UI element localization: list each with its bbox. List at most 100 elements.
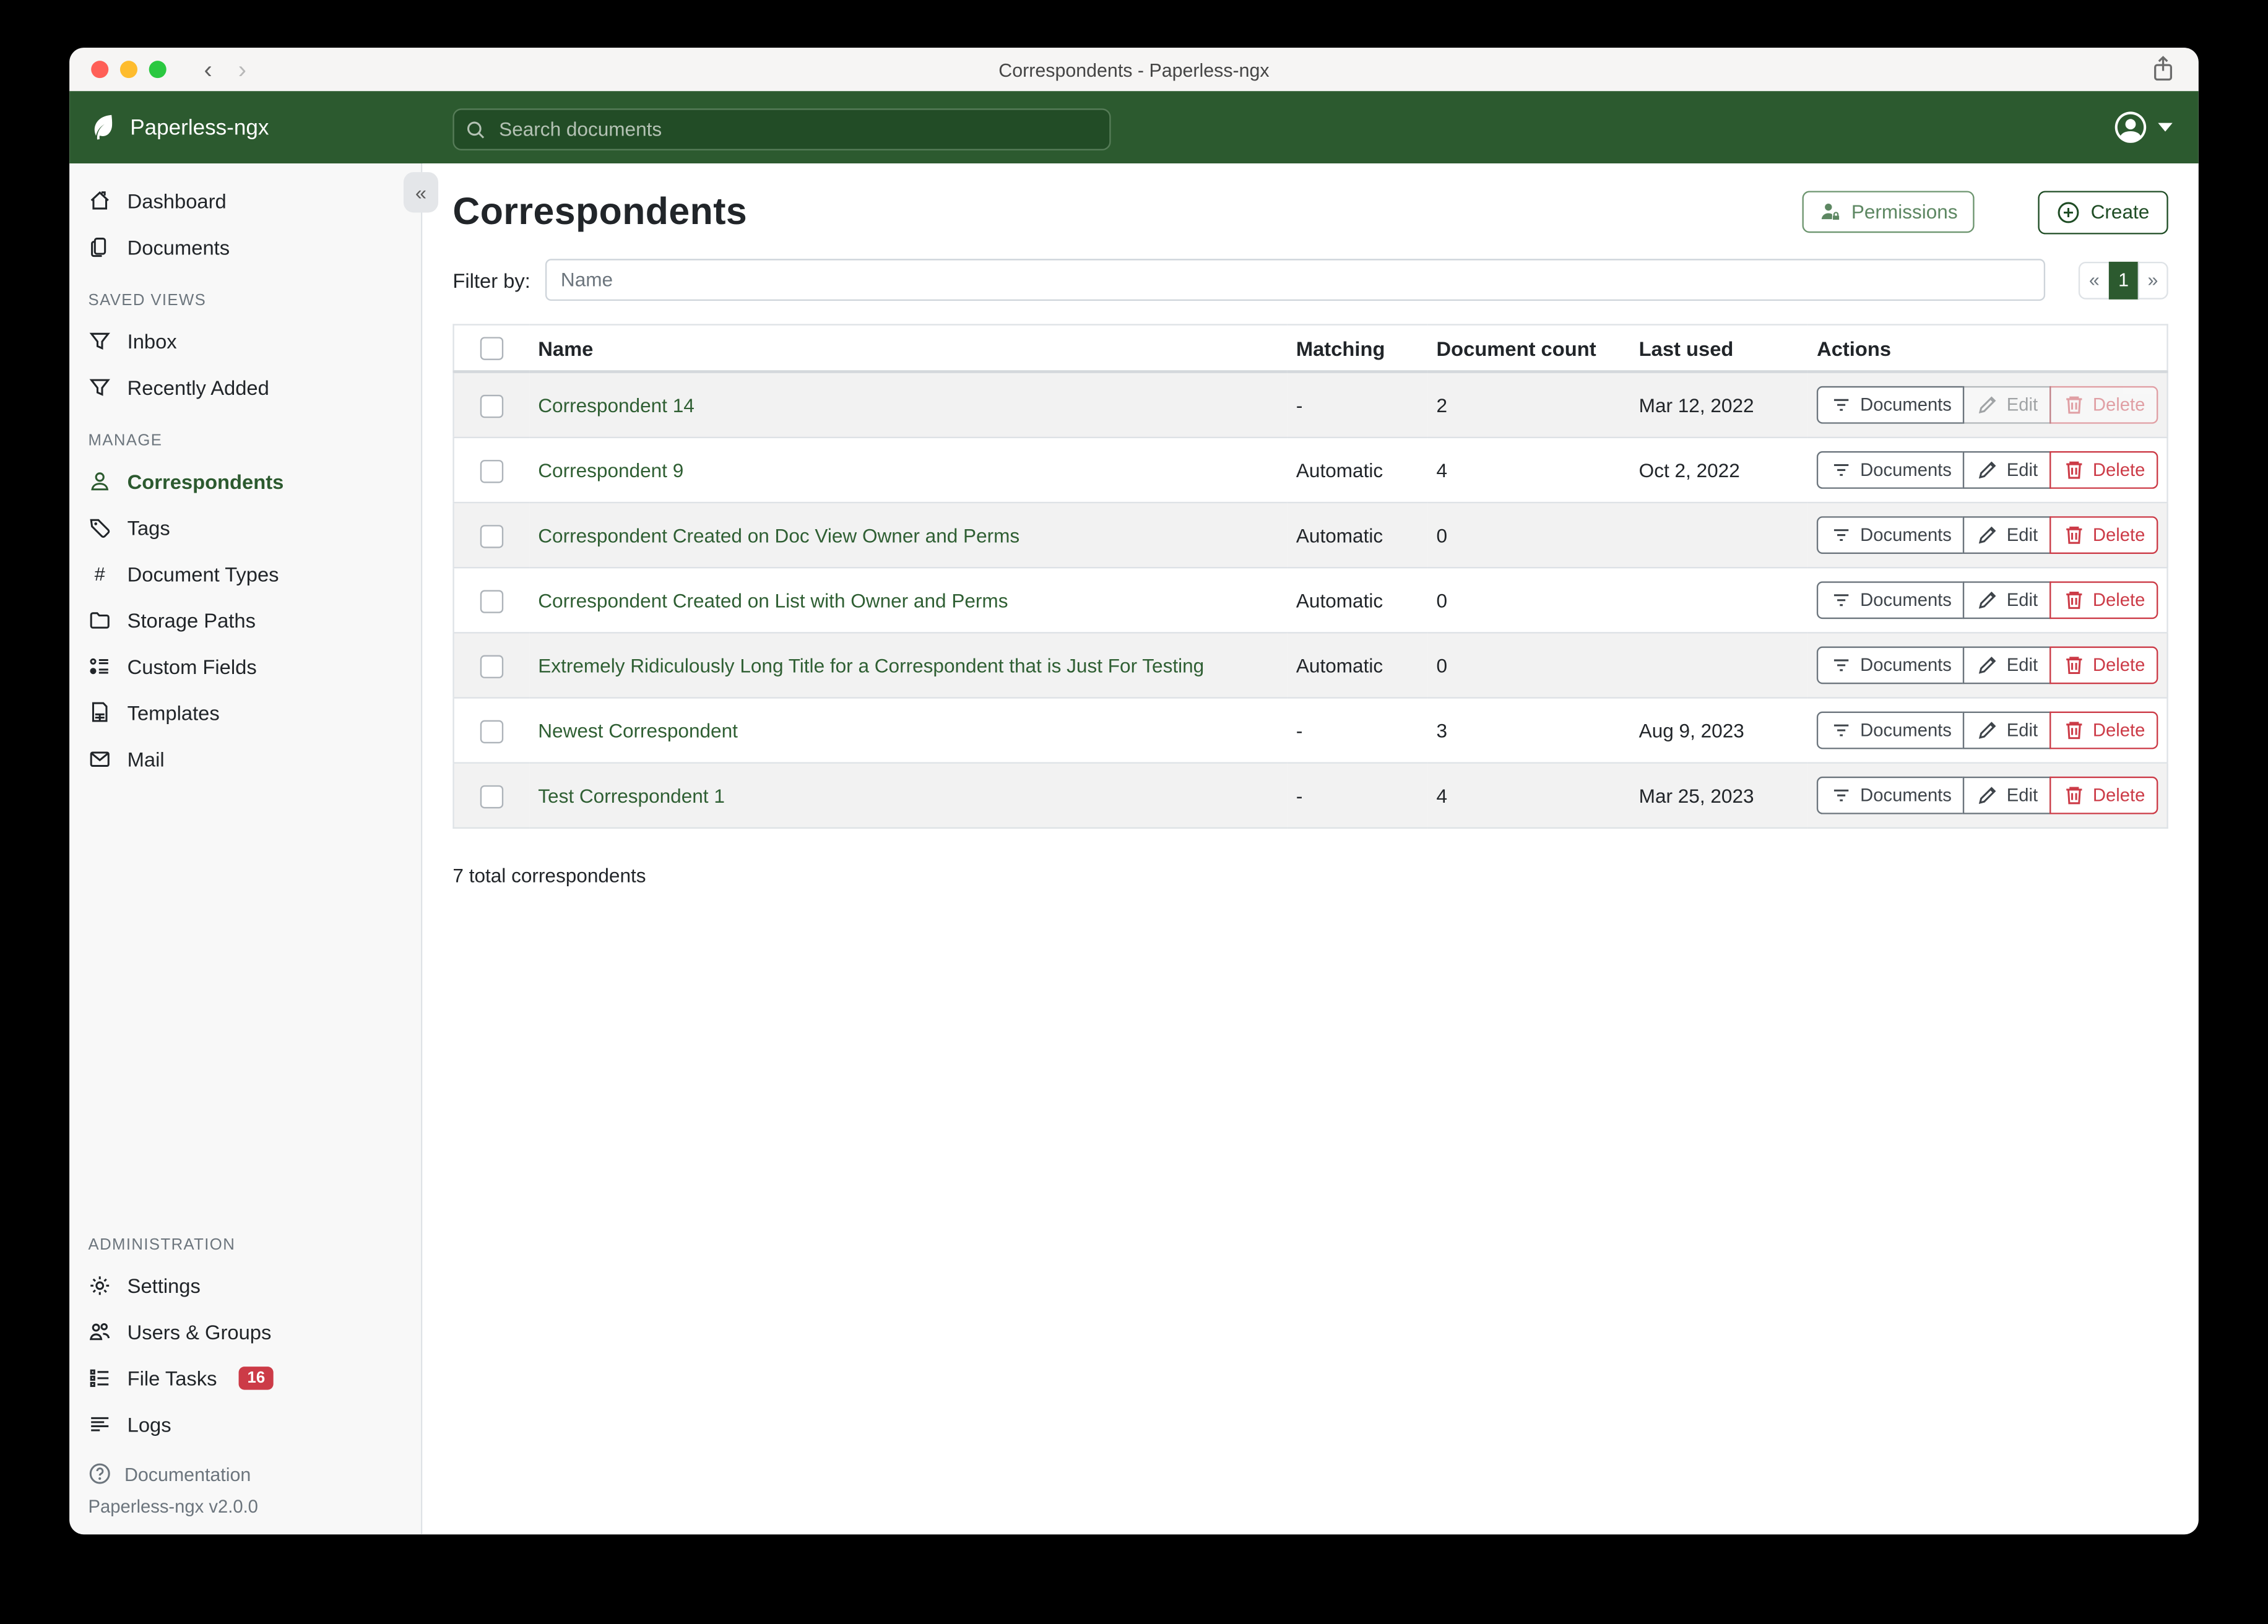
delete-button[interactable]: Delete [2049, 647, 2158, 685]
documents-button[interactable]: Documents [1817, 712, 1965, 750]
sidebar-item-tags[interactable]: Tags [69, 505, 421, 551]
last-used-cell: Aug 9, 2023 [1630, 697, 1809, 764]
documents-button[interactable]: Documents [1817, 582, 1965, 620]
zoom-window-button[interactable] [149, 61, 167, 79]
collapse-sidebar-button[interactable]: « [403, 172, 439, 213]
delete-button[interactable]: Delete [2049, 386, 2158, 425]
user-menu[interactable] [2113, 110, 2173, 145]
row-checkbox[interactable] [480, 524, 504, 548]
trash-icon [2062, 394, 2085, 417]
sidebar-item-documents[interactable]: Documents [69, 224, 421, 270]
correspondent-name-link[interactable]: Test Correspondent 1 [538, 785, 725, 807]
trash-icon [2062, 719, 2085, 742]
sidebar-item-storage-paths[interactable]: Storage Paths [69, 597, 421, 644]
delete-button[interactable]: Delete [2049, 582, 2158, 620]
sidebar-item-dashboard[interactable]: Dashboard [69, 178, 421, 224]
pagination-prev-button[interactable]: « [2079, 261, 2110, 299]
delete-button[interactable]: Delete [2049, 451, 2158, 490]
sidebar-item-templates[interactable]: Templates [69, 690, 421, 736]
sidebar-item-users-groups[interactable]: Users & Groups [69, 1309, 421, 1355]
sidebar-item-label: Storage Paths [127, 608, 256, 633]
sidebar-section-header: SAVED VIEWS [88, 292, 207, 310]
row-checkbox[interactable] [480, 719, 504, 743]
sidebar-item-logs[interactable]: Logs [69, 1401, 421, 1448]
sidebar-item-label: Settings [127, 1274, 201, 1298]
row-checkbox[interactable] [480, 654, 504, 678]
row-checkbox[interactable] [480, 589, 504, 613]
pagination-page-1-button[interactable]: 1 [2108, 261, 2139, 299]
template-icon [89, 701, 111, 724]
filter-name-input[interactable] [545, 259, 2046, 301]
person-lock-icon [1819, 201, 1841, 223]
documents-button[interactable]: Documents [1817, 451, 1965, 490]
delete-button[interactable]: Delete [2049, 777, 2158, 815]
correspondent-name-link[interactable]: Correspondent Created on Doc View Owner … [538, 524, 1020, 546]
documentation-label: Documentation [124, 1462, 251, 1485]
document-count-cell: 0 [1427, 632, 1630, 699]
documents-button[interactable]: Documents [1817, 777, 1965, 815]
sidebar-item-document-types[interactable]: # Document Types [69, 551, 421, 597]
document-count-cell: 2 [1427, 371, 1630, 438]
pencil-icon [1976, 459, 1999, 482]
create-button[interactable]: Create [2038, 190, 2168, 234]
correspondent-name-link[interactable]: Correspondent 9 [538, 459, 684, 482]
trash-icon [2062, 524, 2085, 547]
edit-button[interactable]: Edit [1963, 582, 2051, 620]
sidebar-item-inbox[interactable]: Inbox [69, 318, 421, 365]
documents-button[interactable]: Documents [1817, 386, 1965, 425]
edit-button[interactable]: Edit [1963, 451, 2051, 490]
sidebar-item-label: Correspondents [127, 470, 284, 493]
brand[interactable]: Paperless-ngx [89, 113, 269, 142]
app-window: ‹ › Correspondents - Paperless-ngx Paper… [69, 48, 2199, 1535]
forward-chevron-icon[interactable]: › [238, 55, 247, 84]
sidebar-item-label: Logs [127, 1412, 171, 1436]
sidebar-item-label: Document Types [127, 562, 279, 586]
correspondent-name-link[interactable]: Correspondent 14 [538, 394, 695, 417]
sidebar-item-correspondents[interactable]: Correspondents [69, 459, 421, 505]
search-input[interactable] [496, 117, 1098, 142]
correspondent-name-link[interactable]: Newest Correspondent [538, 720, 738, 742]
pencil-icon [1976, 784, 1999, 807]
sidebar-item-custom-fields[interactable]: Custom Fields [69, 644, 421, 690]
global-search [452, 108, 1111, 151]
sidebar-item-settings[interactable]: Settings [69, 1263, 421, 1309]
last-used-cell: Oct 2, 2022 [1630, 437, 1809, 503]
delete-button[interactable]: Delete [2049, 712, 2158, 750]
row-checkbox[interactable] [480, 784, 504, 808]
correspondent-name-link[interactable]: Correspondent Created on List with Owner… [538, 589, 1008, 611]
documents-button[interactable]: Documents [1817, 516, 1965, 555]
sidebar-item-label: Tags [127, 516, 170, 540]
column-header-last-used[interactable]: Last used [1630, 324, 1809, 374]
documents-button[interactable]: Documents [1817, 647, 1965, 685]
gear-icon [89, 1274, 111, 1297]
edit-button[interactable]: Edit [1963, 647, 2051, 685]
sidebar-item-recently-added[interactable]: Recently Added [69, 365, 421, 411]
row-checkbox[interactable] [480, 459, 504, 483]
column-header-matching[interactable]: Matching [1287, 324, 1428, 374]
delete-button[interactable]: Delete [2049, 516, 2158, 555]
collapse-chevrons-icon: « [415, 181, 427, 204]
select-all-checkbox[interactable] [480, 337, 504, 361]
pagination-next-button[interactable]: » [2137, 261, 2168, 299]
matching-cell: Automatic [1287, 632, 1428, 699]
documentation-link[interactable]: Documentation [69, 1448, 421, 1488]
row-checkbox[interactable] [480, 394, 504, 418]
table-row: Newest Correspondent -3 Aug 9, 2023 Documen… [453, 697, 2168, 764]
edit-button[interactable]: Edit [1963, 516, 2051, 555]
edit-button[interactable]: Edit [1963, 777, 2051, 815]
sidebar-item-mail[interactable]: Mail [69, 736, 421, 782]
back-chevron-icon[interactable]: ‹ [204, 55, 212, 84]
edit-button[interactable]: Edit [1963, 386, 2051, 425]
column-header-document-count[interactable]: Document count [1427, 324, 1630, 374]
close-window-button[interactable] [91, 61, 109, 79]
edit-button[interactable]: Edit [1963, 712, 2051, 750]
trash-icon [2062, 784, 2085, 807]
share-icon[interactable] [2151, 55, 2176, 82]
sidebar-item-file-tasks[interactable]: File Tasks 16 [69, 1355, 421, 1401]
last-used-cell: Mar 25, 2023 [1630, 762, 1809, 829]
question-circle-icon [89, 1462, 111, 1485]
correspondent-name-link[interactable]: Extremely Ridiculously Long Title for a … [538, 655, 1205, 677]
column-header-name[interactable]: Name [529, 324, 1288, 374]
permissions-button[interactable]: Permissions [1802, 191, 1975, 233]
minimize-window-button[interactable] [119, 61, 137, 79]
